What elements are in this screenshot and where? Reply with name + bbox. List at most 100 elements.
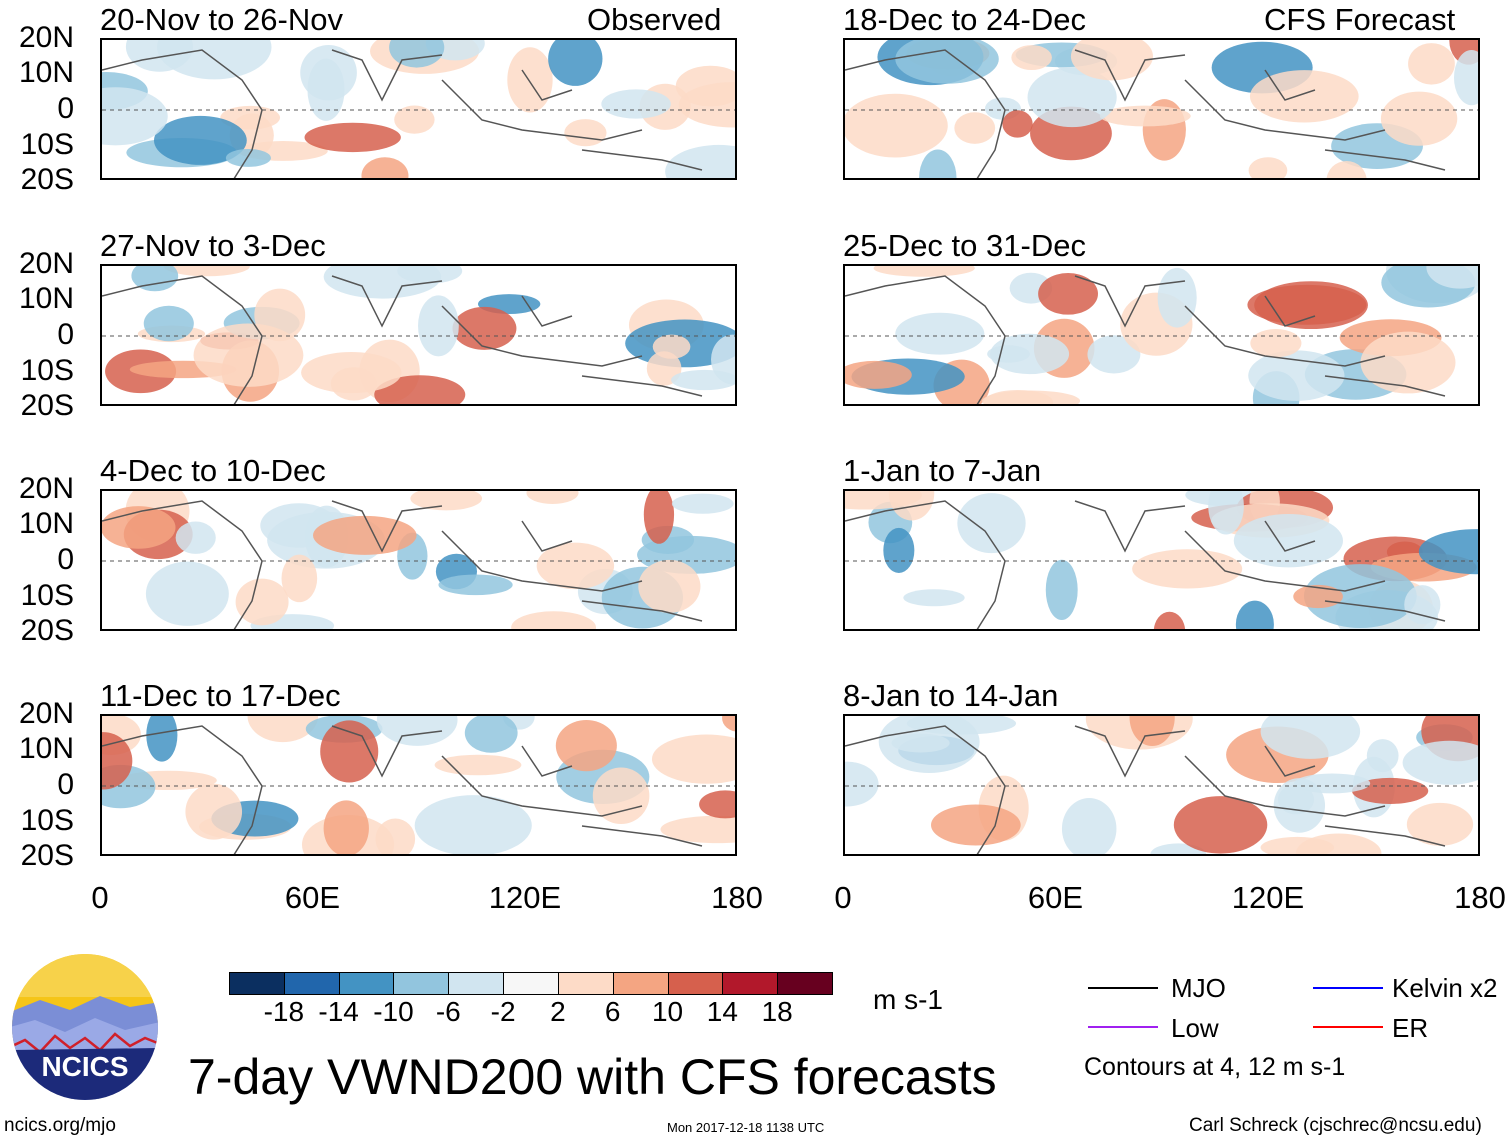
india-coast	[331, 49, 443, 102]
anomaly-blob	[1408, 43, 1455, 85]
anomaly-blob	[102, 732, 133, 790]
anomaly-blob	[511, 611, 596, 629]
anomaly-blob	[247, 716, 319, 743]
kelvin-legend-line	[1313, 987, 1383, 989]
africa-coast	[845, 49, 1006, 178]
colorbar-units: m s-1	[873, 984, 943, 1015]
anomaly-blob	[1061, 798, 1117, 854]
anomaly-blob	[146, 716, 178, 762]
anomaly-blob	[281, 554, 318, 603]
y-tick-label: 10N	[18, 56, 74, 89]
anomaly-blob	[1250, 329, 1302, 358]
india-coast	[1074, 725, 1186, 778]
map-panel	[843, 489, 1480, 631]
india-coast	[331, 500, 443, 553]
map-panel	[100, 264, 737, 406]
colorbar-swatch	[503, 972, 559, 995]
anomaly-blob	[225, 149, 271, 167]
india-coast	[1074, 49, 1186, 102]
y-tick-label: 10S	[20, 354, 74, 387]
anomaly-blob	[548, 40, 603, 86]
anomaly-blob	[1294, 773, 1371, 794]
colorbar-swatch	[393, 972, 450, 995]
anomaly-blob	[1002, 110, 1033, 138]
ncics-logo: NCICS	[12, 954, 158, 1100]
maritime-coast	[441, 520, 703, 622]
panel-title: 25-Dec to 31-Dec	[843, 228, 1086, 263]
anomaly-blob	[235, 578, 289, 626]
contour-note: Contours at 4, 12 m s-1	[1084, 1053, 1346, 1081]
anomaly-blob	[418, 295, 459, 357]
anomaly-blob	[1249, 70, 1359, 123]
colorbar-label: -18	[263, 996, 305, 1027]
ncics-link[interactable]: ncics.org/mjo	[4, 1115, 116, 1136]
anomaly-blob	[320, 720, 379, 783]
anomaly-blob	[361, 157, 409, 178]
anomaly-blob	[313, 515, 417, 555]
africa-coast	[102, 725, 263, 854]
anomaly-blob	[895, 40, 999, 84]
anomaly-blob	[1426, 266, 1478, 289]
anomaly-blob	[1418, 529, 1478, 575]
india-coast	[331, 275, 443, 328]
anomaly-blob	[389, 40, 445, 68]
x-tick-label: 180	[1454, 880, 1506, 915]
anomaly-blob	[1277, 784, 1315, 815]
x-tick-label: 120E	[1231, 880, 1305, 915]
x-tick-label: 0	[834, 880, 852, 915]
anomaly-blob	[1208, 491, 1244, 535]
logo-text: NCICS	[41, 1051, 128, 1082]
anomaly-blob	[1027, 67, 1117, 128]
anomaly-blob	[185, 783, 243, 840]
y-tick-label: 20S	[20, 389, 74, 422]
africa-coast	[845, 500, 1006, 629]
anomaly-blob	[643, 491, 675, 544]
anomaly-blob	[888, 491, 935, 521]
x-tick-label: 60E	[284, 880, 341, 915]
colorbar-label: 18	[761, 996, 793, 1027]
x-tick-label: 180	[711, 880, 763, 915]
india-coast	[331, 725, 443, 778]
legend-kelvin: Kelvin x2	[1392, 973, 1498, 1003]
anomaly-blob	[102, 87, 168, 146]
anomaly-blob	[601, 89, 671, 119]
anomaly-blob	[330, 367, 377, 401]
anomaly-map	[102, 40, 735, 178]
anomaly-blob	[304, 122, 401, 153]
anomaly-blob	[145, 561, 229, 626]
map-panel	[100, 714, 737, 856]
anomaly-blob	[1326, 161, 1367, 178]
panel-title: 20-Nov to 26-Nov	[100, 2, 343, 37]
y-tick-label: 10S	[20, 804, 74, 837]
panel-title: 11-Dec to 17-Dec	[100, 678, 341, 713]
anomaly-map	[845, 491, 1478, 629]
colorbar-label: -2	[490, 996, 516, 1027]
anomaly-blob	[699, 790, 735, 819]
cfs-forecast-label: CFS Forecast	[1264, 2, 1456, 37]
anomaly-blob	[1366, 739, 1399, 773]
maritime-coast	[1184, 745, 1446, 847]
anomaly-blob	[671, 369, 735, 391]
y-tick-label: 20S	[20, 839, 74, 872]
anomaly-blob	[1132, 549, 1243, 589]
anomaly-blob	[1295, 833, 1382, 854]
maritime-coast	[1184, 69, 1446, 171]
anomaly-blob	[660, 815, 735, 844]
map-panel	[843, 38, 1480, 180]
anomaly-blob	[131, 266, 179, 292]
x-tick-label: 60E	[1027, 880, 1084, 915]
colorbar-label: -14	[318, 996, 359, 1027]
colorbar-swatch	[612, 972, 669, 995]
colorbar-swatch	[283, 972, 340, 995]
anomaly-blob	[536, 542, 615, 590]
anomaly-blob	[954, 112, 996, 144]
mjo-legend-line	[1088, 987, 1158, 989]
y-tick-label: 10S	[20, 579, 74, 612]
anomaly-blob	[1402, 740, 1478, 785]
anomaly-blob	[845, 360, 912, 389]
anomaly-blob	[1038, 272, 1098, 315]
anomaly-blob	[1153, 611, 1186, 629]
anomaly-blob	[376, 716, 458, 746]
anomaly-blob	[665, 144, 735, 178]
